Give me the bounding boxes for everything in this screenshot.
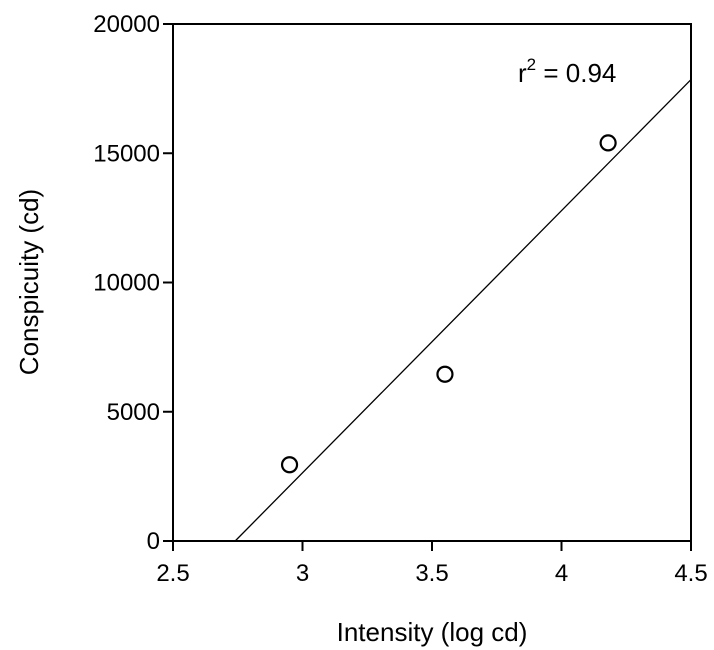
y-tick-label: 15000 <box>93 140 160 167</box>
x-tick-label: 2.5 <box>156 560 189 587</box>
plot-frame <box>172 23 692 542</box>
y-tick-label: 20000 <box>93 11 160 38</box>
r-squared-annotation: r2 = 0.94 <box>518 55 616 88</box>
y-tick-label: 5000 <box>107 399 160 426</box>
x-axis: 2.5 3 3.5 4 4.5 <box>156 541 708 587</box>
x-tick-label: 4.5 <box>674 560 707 587</box>
x-tick-label: 4 <box>555 560 568 587</box>
x-axis-title: Intensity (log cd) <box>337 617 528 647</box>
regression-line <box>234 79 692 542</box>
annotation-value: = 0.94 <box>536 58 616 88</box>
data-points <box>280 134 617 474</box>
data-point <box>280 456 299 474</box>
y-tick-label: 10000 <box>93 270 160 297</box>
y-axis: 0 5000 10000 15000 20000 <box>93 11 173 555</box>
data-point <box>436 365 454 383</box>
data-point <box>599 134 617 152</box>
annotation-superscript: 2 <box>527 55 536 74</box>
x-tick-label: 3.5 <box>415 560 448 587</box>
annotation-base: r <box>518 58 527 88</box>
x-tick-label: 3 <box>296 560 309 587</box>
y-tick-label: 0 <box>147 528 160 555</box>
y-axis-title: Conspicuity (cd) <box>14 189 44 375</box>
